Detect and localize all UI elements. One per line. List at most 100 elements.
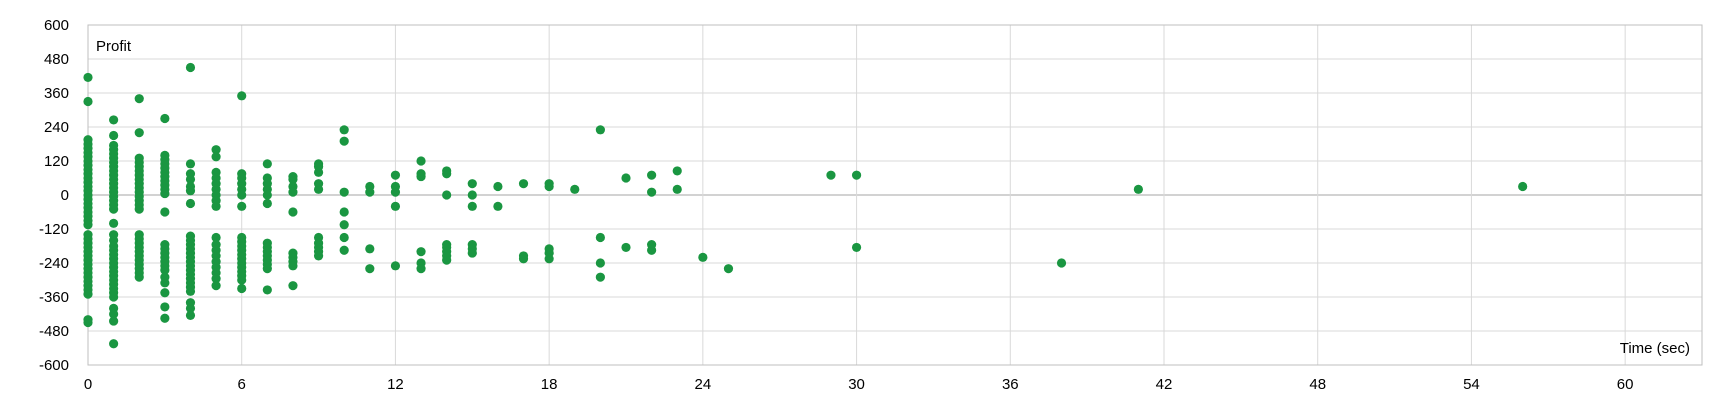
data-point bbox=[237, 201, 247, 211]
data-point bbox=[109, 339, 119, 349]
data-point bbox=[647, 245, 657, 255]
data-point bbox=[109, 316, 119, 326]
data-point bbox=[185, 310, 196, 321]
data-point bbox=[339, 136, 349, 146]
data-point bbox=[365, 187, 375, 197]
data-point bbox=[442, 169, 452, 179]
data-point bbox=[160, 113, 170, 124]
x-tick-label: 48 bbox=[1309, 376, 1326, 393]
x-tick-label: 54 bbox=[1463, 376, 1480, 393]
data-point bbox=[313, 251, 324, 261]
data-point bbox=[109, 309, 119, 319]
data-point bbox=[621, 173, 631, 183]
y-axis-ticks: 600 480 360 240 120 0 -120 -240 -360 -480 -600 bbox=[39, 17, 69, 374]
data-points bbox=[83, 62, 1528, 349]
x-tick-label: 24 bbox=[695, 376, 712, 393]
data-point bbox=[237, 283, 247, 294]
data-point bbox=[647, 187, 657, 197]
data-point bbox=[493, 201, 503, 211]
data-point bbox=[390, 261, 401, 271]
data-point bbox=[288, 207, 298, 217]
data-point bbox=[339, 125, 349, 135]
x-axis-label: Time (sec) bbox=[1620, 340, 1690, 357]
data-point bbox=[595, 272, 605, 282]
data-point bbox=[416, 156, 426, 166]
data-point bbox=[211, 152, 221, 162]
y-tick-label: -360 bbox=[39, 289, 69, 306]
data-point bbox=[851, 242, 862, 253]
y-tick-label: 0 bbox=[61, 187, 69, 204]
data-point bbox=[211, 281, 221, 291]
data-point bbox=[672, 184, 682, 194]
data-point bbox=[83, 96, 93, 107]
data-point bbox=[647, 170, 657, 180]
data-point bbox=[1133, 184, 1143, 194]
data-point bbox=[467, 248, 477, 258]
data-point bbox=[83, 72, 93, 83]
data-point bbox=[109, 292, 119, 302]
data-point bbox=[1518, 181, 1528, 192]
x-tick-label: 30 bbox=[848, 376, 865, 393]
data-point bbox=[723, 264, 734, 274]
data-point bbox=[442, 190, 452, 200]
data-point bbox=[262, 198, 272, 209]
data-point bbox=[570, 184, 580, 194]
data-point bbox=[390, 201, 401, 211]
data-point bbox=[339, 207, 349, 217]
data-point bbox=[211, 273, 221, 284]
data-point bbox=[83, 317, 93, 328]
y-tick-label: 600 bbox=[44, 17, 69, 34]
data-point bbox=[365, 244, 375, 254]
data-point bbox=[109, 130, 119, 141]
data-point bbox=[83, 220, 93, 230]
x-tick-label: 36 bbox=[1002, 376, 1019, 393]
data-point bbox=[826, 170, 836, 180]
data-point bbox=[390, 170, 401, 180]
data-point bbox=[160, 288, 170, 298]
data-point bbox=[544, 254, 554, 264]
data-point bbox=[467, 190, 477, 200]
y-tick-label: 240 bbox=[44, 119, 69, 136]
data-point bbox=[109, 204, 119, 214]
data-point bbox=[621, 242, 631, 253]
y-tick-label: -240 bbox=[39, 255, 69, 272]
data-point bbox=[237, 275, 247, 285]
data-point bbox=[185, 62, 196, 73]
data-point bbox=[339, 245, 349, 255]
data-point bbox=[160, 207, 170, 217]
data-point bbox=[595, 232, 605, 243]
data-point bbox=[211, 201, 221, 211]
data-point bbox=[134, 94, 144, 104]
data-point bbox=[339, 232, 349, 243]
data-point bbox=[134, 204, 144, 214]
data-point bbox=[237, 91, 247, 101]
data-point bbox=[416, 264, 426, 274]
data-point bbox=[851, 170, 862, 180]
data-point bbox=[595, 258, 605, 268]
x-tick-label: 42 bbox=[1156, 376, 1173, 393]
data-point bbox=[493, 181, 503, 192]
data-point bbox=[365, 264, 375, 274]
data-point bbox=[83, 289, 93, 299]
data-point bbox=[237, 190, 247, 200]
data-point bbox=[339, 187, 349, 197]
data-point bbox=[467, 201, 477, 211]
data-point bbox=[313, 184, 324, 194]
x-tick-label: 12 bbox=[387, 376, 404, 393]
data-point bbox=[185, 198, 196, 209]
y-tick-label: -600 bbox=[39, 357, 69, 374]
data-point bbox=[185, 286, 196, 296]
data-point bbox=[160, 188, 170, 199]
data-point bbox=[262, 285, 272, 295]
data-point bbox=[442, 255, 452, 265]
data-point bbox=[185, 186, 196, 196]
data-point bbox=[262, 159, 272, 169]
data-point bbox=[134, 128, 144, 138]
data-point bbox=[262, 190, 272, 200]
data-point bbox=[185, 174, 196, 185]
data-point bbox=[288, 281, 298, 291]
data-point bbox=[288, 174, 298, 185]
y-axis-label: Profit bbox=[96, 38, 132, 55]
data-point bbox=[416, 171, 426, 182]
